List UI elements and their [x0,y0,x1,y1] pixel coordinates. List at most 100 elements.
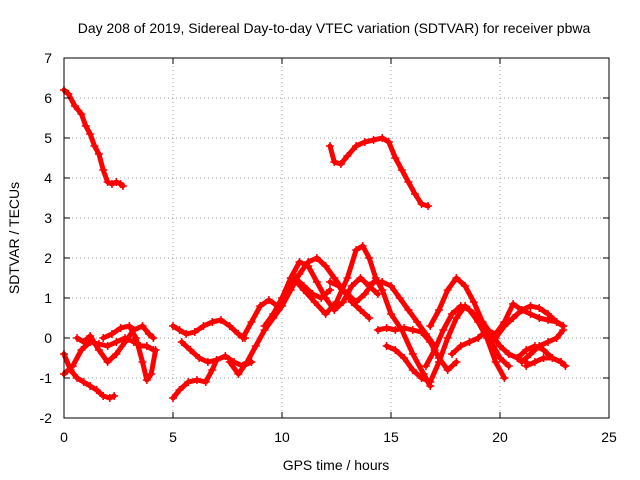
data-point [500,374,509,382]
data-point [330,274,339,282]
data-point [513,354,522,362]
data-point [400,324,409,332]
data-point [526,350,535,358]
data-point [121,338,130,346]
data-point [391,154,400,162]
series-line [423,303,507,381]
y-tick-label: 0 [44,330,52,346]
data-point [182,330,191,338]
data-point [138,322,147,330]
data-point [491,334,500,342]
data-point [99,166,108,174]
data-point [417,374,426,382]
data-point [391,346,400,354]
data-point [347,282,356,290]
x-tick-label: 10 [274,429,290,445]
series-line [375,325,459,373]
data-point [343,274,352,282]
data-point [343,290,352,298]
data-point [378,278,387,286]
x-tick-label: 20 [492,429,508,445]
data-point [138,358,147,366]
data-point [461,282,470,290]
data-point [99,334,108,342]
data-traces [60,86,570,402]
data-point [395,294,404,302]
x-axis-label: GPS time / hours [283,457,390,473]
data-point [145,330,154,338]
data-point [365,254,374,262]
data-point [86,332,95,340]
data-point [203,358,212,366]
data-point [504,350,513,358]
data-point [151,346,160,354]
data-point [77,110,86,118]
y-tick-label: 7 [44,50,52,66]
data-point [312,278,321,286]
data-point [526,310,535,318]
data-point [86,382,95,390]
data-point [404,178,413,186]
data-point [334,282,343,290]
data-point [343,152,352,160]
x-tick-label: 5 [169,429,177,445]
data-point [234,370,243,378]
data-point [522,346,531,354]
data-point [77,346,86,354]
data-point [443,286,452,294]
y-tick-label: -2 [40,410,53,426]
data-point [417,200,426,208]
data-point [73,334,82,342]
data-point [186,346,195,354]
y-tick-label: 1 [44,290,52,306]
data-point [321,262,330,270]
data-point [312,254,321,262]
data-point [408,366,417,374]
data-point [260,322,269,330]
y-tick-label: 6 [44,90,52,106]
data-point [552,334,561,342]
series-arc-w [522,354,570,370]
data-point [103,358,112,366]
data-point [509,314,518,322]
data-point [387,282,395,290]
data-point [221,352,230,360]
data-point [410,190,419,198]
data-point [360,138,369,146]
series-line [170,317,248,341]
data-point [86,130,95,138]
data-point [456,342,465,350]
data-point [496,342,504,350]
x-tick-label: 25 [601,429,617,445]
data-point [116,324,125,332]
data-point [325,286,334,294]
data-point [448,310,457,318]
data-point [299,286,308,294]
data-point [369,136,378,144]
data-point [310,298,319,306]
chart-title: Day 208 of 2019, Sidereal Day-to-day VTE… [78,20,591,36]
data-point [68,362,77,370]
data-point [369,278,378,286]
data-point [439,326,448,334]
series-arc-m [288,242,435,390]
data-point [169,394,177,402]
data-point [465,338,474,346]
data-point [360,290,369,298]
data-point [192,376,201,384]
series-line [519,327,566,365]
data-point [304,262,313,270]
data-point [378,134,387,142]
data-point [288,274,297,282]
data-point [430,346,439,354]
series-arc-v [517,326,568,366]
data-point [256,302,265,310]
series-arc-a [60,86,127,190]
data-point [474,318,483,326]
data-point [247,318,256,326]
y-tick-label: 5 [44,130,52,146]
data-point [107,330,116,338]
data-point [225,358,234,366]
data-point [474,334,483,342]
